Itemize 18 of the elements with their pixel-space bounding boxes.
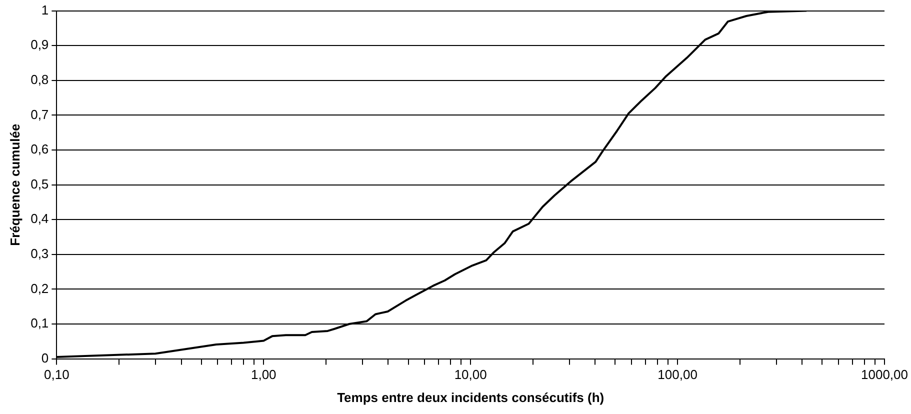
y-tick-label: 0,1 (30, 316, 49, 331)
y-tick-label: 0 (41, 350, 49, 366)
y-tick-label: 1 (41, 2, 49, 18)
y-tick-label: 0,5 (30, 176, 49, 192)
y-tick-label: 0,8 (30, 72, 49, 87)
y-tick-label: 0,3 (30, 246, 49, 261)
y-tick-label: 0,6 (30, 142, 49, 157)
x-tick-label: 1,00 (250, 367, 276, 382)
x-tick-label: 0,10 (44, 367, 70, 382)
y-tick-label: 0,2 (30, 280, 49, 296)
y-tick-label: 0,4 (30, 211, 49, 226)
x-tick-label: 10,00 (454, 367, 487, 382)
x-tick-label: 1000,00 (861, 367, 908, 382)
y-axis-title: Fréquence cumulée (7, 124, 22, 246)
y-tick-label: 0,9 (30, 37, 49, 52)
y-tick-label: 0,7 (30, 106, 49, 122)
x-axis-title: Temps entre deux incidents consécutifs (h) (337, 390, 604, 405)
x-tick-label: 100,00 (658, 367, 698, 382)
